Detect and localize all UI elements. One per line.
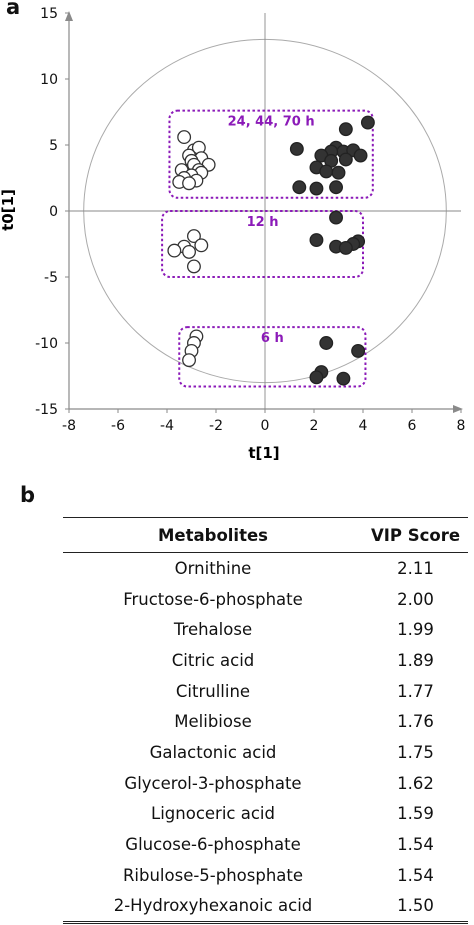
metabolite-name: Lignoceric acid <box>151 804 275 824</box>
data-point <box>292 180 307 195</box>
group-label: 12 h <box>247 215 279 230</box>
y-tick-label: -15 <box>35 402 58 418</box>
data-point <box>360 115 375 130</box>
metabolite-name: Glycerol-3-phosphate <box>124 773 302 793</box>
table-row: Lignoceric acid 1.59 <box>63 799 468 830</box>
data-point <box>186 259 201 274</box>
vip-score-value: 1.54 <box>397 835 434 855</box>
panel-label-b: b <box>20 483 36 507</box>
vip-score-value: 1.75 <box>397 742 434 762</box>
data-point <box>319 336 334 350</box>
vip-score-value: 2.11 <box>397 558 434 578</box>
table-row: Fructose-6-phosphate 2.00 <box>63 584 468 615</box>
header-vip-score: VIP Score <box>363 517 468 553</box>
vip-score-value: 1.54 <box>397 865 434 885</box>
x-tick-label: -8 <box>62 418 76 434</box>
metabolite-name: Galactonic acid <box>149 742 277 762</box>
vip-score-value: 1.99 <box>397 620 434 640</box>
vip-score-value: 1.76 <box>397 712 434 732</box>
data-point <box>177 130 192 145</box>
data-point <box>329 210 344 225</box>
data-point <box>309 181 324 196</box>
table-row: Glucose-6-phosphate 1.54 <box>63 829 468 860</box>
score-plot: -8 -6 -4 -2 0 2 4 6 8 15 10 5 0 -5 -10 -15 24, 44, 70 h… <box>0 6 466 462</box>
data-point <box>338 122 353 137</box>
y-tick-label: -10 <box>35 336 58 352</box>
table-row: Ornithine 2.11 <box>63 553 468 584</box>
y-axis-arrow <box>65 11 73 21</box>
metabolite-name: Citric acid <box>171 650 255 670</box>
data-point <box>194 238 209 253</box>
metabolite-name: Trehalose <box>173 620 253 640</box>
y-axis-label: t0[1] <box>0 189 17 231</box>
x-axis-label: t[1] <box>248 444 279 462</box>
group-label: 24, 44, 70 h <box>228 115 315 130</box>
x-tick-label: -2 <box>209 418 223 434</box>
x-tick-label: 6 <box>408 418 417 434</box>
table-row: Glycerol-3-phosphate 1.62 <box>63 768 468 799</box>
vip-score-value: 1.77 <box>397 681 434 701</box>
panel-label-a: a <box>6 0 21 19</box>
table-row: Citrulline 1.77 <box>63 676 468 707</box>
table-row: Ribulose-5-phosphate 1.54 <box>63 860 468 891</box>
x-tick-label: 2 <box>310 418 319 434</box>
vip-score-value: 2.00 <box>397 589 434 609</box>
y-tick-label: 0 <box>49 204 58 220</box>
group-box <box>178 326 367 388</box>
data-point <box>336 371 351 386</box>
metabolite-name: Glucose-6-phosphate <box>125 835 301 855</box>
data-point <box>167 243 182 258</box>
table-header-row: Metabolites VIP Score <box>63 517 468 553</box>
x-tick-label: -4 <box>160 418 174 434</box>
data-point <box>329 180 344 195</box>
data-point <box>309 233 324 247</box>
vip-score-value: 1.59 <box>397 804 434 824</box>
table-row: Melibiose 1.76 <box>63 706 468 737</box>
x-tick-label: 4 <box>359 418 368 434</box>
data-point <box>186 229 201 244</box>
table-row: Trehalose 1.99 <box>63 614 468 645</box>
data-point <box>353 148 368 163</box>
y-tick-label: 5 <box>49 138 58 154</box>
data-point <box>182 176 197 191</box>
table-row: Citric acid 1.89 <box>63 645 468 676</box>
x-tick-label: 8 <box>457 418 466 434</box>
metabolite-name: Ribulose-5-phosphate <box>122 865 304 885</box>
data-point <box>182 244 197 259</box>
data-point <box>289 142 304 156</box>
vip-score-value: 1.50 <box>363 890 468 925</box>
group-box <box>168 109 374 199</box>
vip-score-value: 1.62 <box>397 773 434 793</box>
data-point <box>351 343 366 358</box>
y-tick-label: 10 <box>40 72 58 88</box>
x-axis-arrow <box>453 405 463 413</box>
data-point <box>319 164 334 179</box>
data-point <box>338 152 353 167</box>
group-label: 6 h <box>261 331 284 346</box>
vip-score-value: 1.89 <box>397 650 434 670</box>
data-point <box>331 165 346 180</box>
table-row: Galactonic acid 1.75 <box>63 737 468 768</box>
metabolite-name: Citrulline <box>175 681 251 701</box>
data-point <box>338 241 353 255</box>
x-tick-label: -6 <box>111 418 125 434</box>
y-tick-label: -5 <box>44 270 58 286</box>
metabolite-name: Ornithine <box>174 558 252 578</box>
metabolite-name: Melibiose <box>174 712 252 732</box>
table-row: 2-Hydroxyhexanoic acid 1.50 <box>63 890 468 925</box>
header-metabolites: Metabolites <box>63 517 363 553</box>
x-tick-label: 0 <box>261 418 270 434</box>
metabolite-name: Fructose-6-phosphate <box>123 589 303 609</box>
data-point <box>309 370 324 385</box>
y-tick-label: 15 <box>40 6 58 22</box>
vip-score-table: Metabolites VIP Score Ornithine 2.11 Fruct… <box>63 517 468 925</box>
data-point <box>182 353 197 368</box>
metabolite-name: 2-Hydroxyhexanoic acid <box>63 890 363 925</box>
